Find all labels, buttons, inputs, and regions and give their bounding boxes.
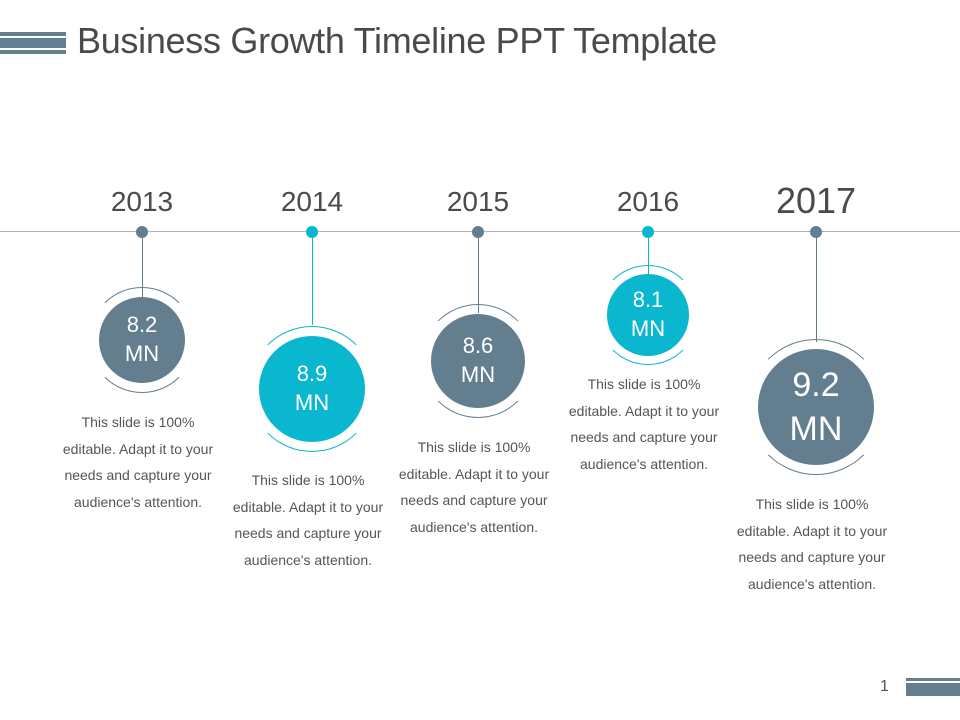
milestone-year: 2014 [280, 186, 344, 217]
milestone-year: 2016 [616, 186, 680, 217]
milestone-unit: MN [789, 410, 843, 448]
outer-ring [598, 265, 698, 365]
milestone-description: This slide is 100% editable. Adapt it to… [398, 439, 550, 535]
value-circle: 8.9 MN [259, 336, 365, 442]
milestone-unit: MN [294, 390, 330, 415]
milestone-description: This slide is 100% editable. Adapt it to… [62, 414, 214, 510]
timeline-dot [642, 226, 654, 238]
milestone-year: 2017 [775, 180, 857, 221]
value-circle: 8.1 MN [607, 274, 689, 356]
milestone-value: 8.1 [632, 287, 664, 313]
milestone-year: 2015 [446, 186, 510, 217]
milestone-unit: MN [460, 362, 496, 387]
timeline-dot [136, 226, 148, 238]
connector-line [311, 238, 313, 325]
connector-line [815, 238, 817, 342]
slide-title: Business Growth Timeline PPT Template [77, 20, 717, 61]
milestone-description: This slide is 100% editable. Adapt it to… [568, 376, 720, 472]
milestone-unit: MN [124, 341, 160, 366]
outer-ring [421, 304, 535, 418]
milestone-value: 9.2 [792, 365, 840, 404]
milestone-value: 8.2 [126, 312, 158, 338]
outer-ring [748, 339, 884, 475]
connector-line [141, 238, 143, 297]
title-accent-bar [0, 32, 66, 54]
connector-line [647, 238, 649, 275]
connector-line [477, 238, 479, 313]
outer-ring [249, 326, 375, 452]
value-circle: 8.2 MN [99, 297, 185, 383]
page-accent-bar [906, 678, 960, 696]
milestone-value: 8.6 [462, 333, 494, 359]
timeline-dot [810, 226, 822, 238]
value-circle: 8.6 MN [431, 314, 525, 408]
milestone-description: This slide is 100% editable. Adapt it to… [736, 496, 888, 592]
milestone-unit: MN [630, 316, 666, 341]
milestone-description: This slide is 100% editable. Adapt it to… [232, 472, 384, 568]
milestone-year: 2013 [110, 186, 174, 217]
milestone-value: 8.9 [296, 361, 328, 387]
outer-ring [89, 287, 195, 393]
value-circle: 9.2 MN [758, 349, 874, 465]
page-number: 1 [880, 678, 889, 695]
timeline-dot [306, 226, 318, 238]
timeline-dot [472, 226, 484, 238]
